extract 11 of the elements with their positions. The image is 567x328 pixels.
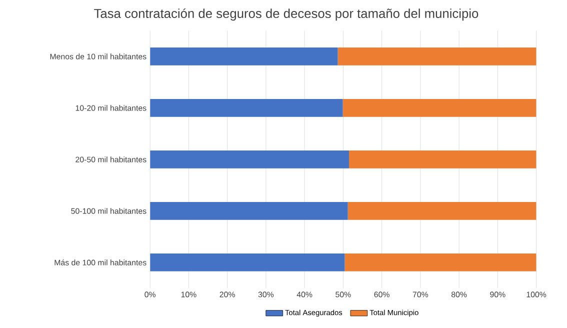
chart-title: Tasa contratación de seguros de decesos por tamaño del municipio bbox=[94, 8, 478, 21]
bar bbox=[150, 254, 345, 272]
bar bbox=[150, 99, 343, 117]
bar bbox=[150, 150, 349, 168]
bar bbox=[348, 202, 536, 220]
bar bbox=[344, 254, 536, 272]
bar bbox=[150, 202, 348, 220]
bar bbox=[348, 150, 536, 168]
bar bbox=[338, 48, 536, 66]
bar bbox=[150, 48, 338, 66]
bar bbox=[342, 99, 536, 117]
